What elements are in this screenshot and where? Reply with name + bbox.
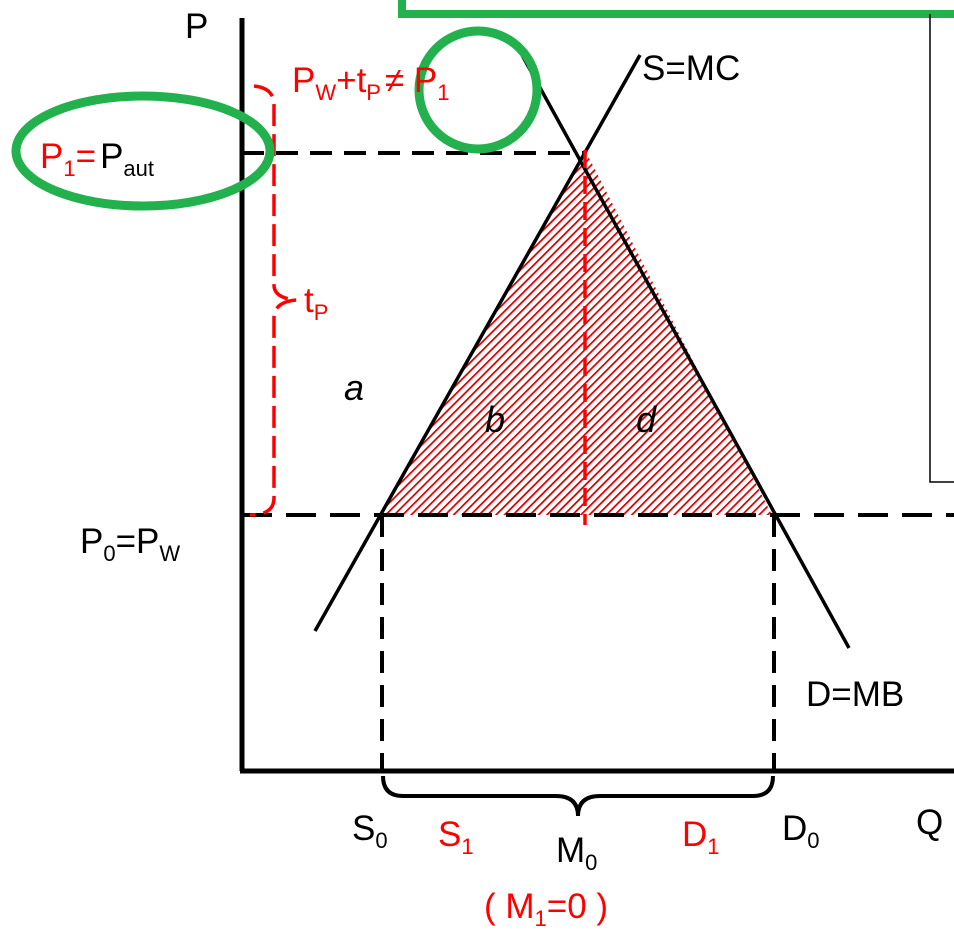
p1-equals: = (76, 137, 96, 176)
s0-subscript: 0 (375, 828, 387, 853)
tariff-note: PW+tP ≠ P1 (292, 61, 450, 105)
p1-subscript: 1 (63, 156, 75, 181)
d0-label: D0 (782, 809, 820, 853)
deadweight-triangle (382, 150, 772, 515)
text-box-outline (929, 14, 954, 483)
tariff-subscript: P (314, 300, 329, 325)
d0-subscript: 0 (807, 828, 819, 853)
s0-label: S0 (352, 809, 388, 853)
m1-subscript: 1 (535, 906, 547, 931)
p0-symbol: P (80, 522, 103, 561)
p0-pw-label: P0=PW (80, 522, 180, 566)
d0-symbol: D (782, 809, 807, 848)
x-axis-label: Q (916, 803, 943, 842)
area-b-label: b (485, 399, 505, 440)
tariff-bracket (249, 84, 297, 517)
d1-label: D1 (682, 815, 720, 859)
p1-paut-highlight-circle (11, 91, 275, 211)
note-p1-subscript: 1 (437, 80, 449, 105)
m1-open: ( M (484, 887, 535, 926)
quantity-brace (381, 775, 775, 817)
area-a-label: a (344, 367, 364, 408)
pw-subscript: W (159, 541, 180, 566)
m1-close: =0 ) (547, 887, 608, 926)
s1-label: S1 (438, 815, 474, 859)
m1-label: ( M1=0 ) (484, 887, 608, 931)
p1-symbol: P (40, 137, 63, 176)
p0-subscript: 0 (103, 541, 115, 566)
m0-label: M0 (556, 831, 597, 875)
d1-symbol: D (682, 815, 707, 854)
paut-symbol: P (100, 137, 123, 176)
tariff-label: tP (304, 281, 328, 325)
demand-curve (520, 54, 851, 649)
note-pw: P (292, 61, 315, 100)
demand-label: D=MB (806, 675, 904, 714)
s1-subscript: 1 (461, 834, 473, 859)
y-axis-label: P (185, 7, 208, 46)
p1-neq-highlight-circle (414, 26, 542, 154)
d1-subscript: 1 (707, 834, 719, 859)
tariff-t: t (304, 281, 314, 320)
s0-symbol: S (352, 809, 375, 848)
top-green-box (398, 0, 954, 18)
note-pw-subscript: W (315, 80, 336, 105)
supply-label: S=MC (642, 49, 740, 88)
m0-symbol: M (556, 831, 585, 870)
p1-paut-label: P1= Paut (40, 137, 154, 181)
area-d-label: d (636, 399, 657, 440)
paut-subscript: aut (123, 156, 154, 181)
p0-equals-pw: =P (116, 522, 160, 561)
note-neq-p: ≠ P (385, 61, 437, 100)
note-tp-subscript: P (366, 80, 381, 105)
note-plus-t: +t (336, 61, 366, 100)
m0-subscript: 0 (585, 850, 597, 875)
s1-symbol: S (438, 815, 461, 854)
